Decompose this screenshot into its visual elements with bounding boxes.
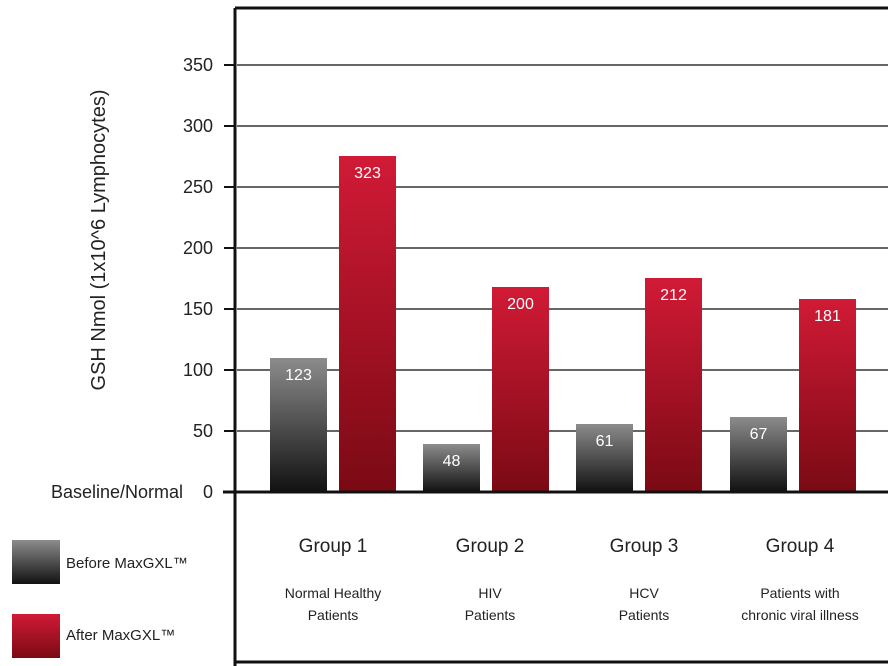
- bar-before-group-2: [423, 444, 480, 492]
- category-label: Group 2: [456, 536, 525, 557]
- y-tick-label: 0: [203, 482, 213, 502]
- bar-value-label: 212: [660, 287, 687, 304]
- bar-value-label: 61: [596, 433, 614, 450]
- category-subtitle: Patients with: [760, 585, 839, 601]
- bar-value-label: 323: [354, 165, 381, 182]
- y-tick-label: 300: [183, 116, 213, 136]
- y-tick-label: 250: [183, 177, 213, 197]
- category-label: Group 3: [610, 536, 679, 557]
- bar-after-group-4: [799, 299, 856, 492]
- category-subtitle: Patients: [465, 607, 516, 623]
- category-subtitle: HCV: [629, 585, 659, 601]
- y-axis-label: GSH Nmol (1x10^6 Lymphocytes): [88, 90, 110, 391]
- category-subtitle: chronic viral illness: [741, 607, 858, 623]
- baseline-label: Baseline/Normal: [51, 482, 183, 502]
- bar-after-group-2: [492, 287, 549, 492]
- bar-after-group-3: [645, 278, 702, 492]
- bar-value-label: 200: [507, 296, 534, 313]
- category-subtitle: Patients: [308, 607, 359, 623]
- category-labels: Group 1 Normal Healthy Patients Group 2 HIV P…: [285, 536, 859, 623]
- bar-before-group-3: [576, 424, 633, 492]
- y-tick-label: 150: [183, 299, 213, 319]
- bar-value-label: 181: [814, 308, 841, 325]
- legend-label-before: Before MaxGXL™: [66, 555, 188, 572]
- y-tick-label: 200: [183, 238, 213, 258]
- bars: [270, 156, 856, 492]
- bar-after-group-1: [339, 156, 396, 492]
- bar-value-label: 67: [750, 426, 768, 443]
- grid-lines: [237, 64, 888, 432]
- y-tick-label: 350: [183, 55, 213, 75]
- category-label: Group 4: [766, 536, 835, 557]
- category-subtitle: Normal Healthy: [285, 585, 381, 601]
- bar-value-label: 48: [443, 453, 461, 470]
- y-axis-ticks: 0 50 100 150 200 250 300 350: [183, 55, 235, 502]
- category-subtitle: HIV: [478, 585, 502, 601]
- bar-value-labels: 123 323 48 200 61 212 67 181: [285, 165, 841, 470]
- y-tick-label: 50: [193, 421, 213, 441]
- legend-label-after: After MaxGXL™: [66, 627, 175, 644]
- bar-before-group-4: [730, 417, 787, 492]
- y-tick-label: 100: [183, 360, 213, 380]
- legend-swatch-after: [12, 614, 60, 658]
- bar-value-label: 123: [285, 367, 312, 384]
- legend: Before MaxGXL™ After MaxGXL™: [12, 540, 188, 658]
- category-subtitle: Patients: [619, 607, 670, 623]
- category-label: Group 1: [299, 536, 368, 557]
- bar-before-group-1: [270, 358, 327, 492]
- legend-swatch-before: [12, 540, 60, 584]
